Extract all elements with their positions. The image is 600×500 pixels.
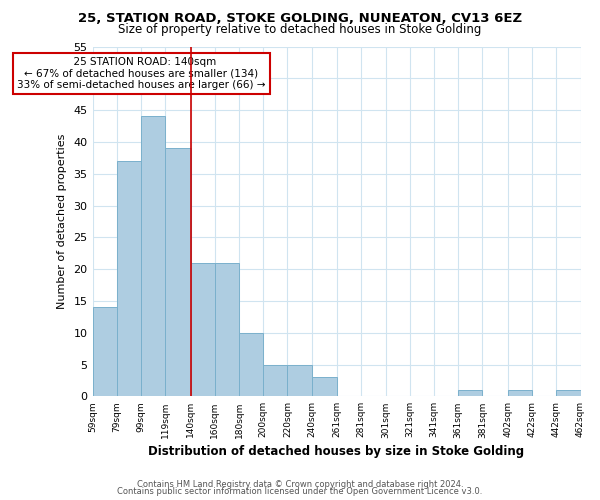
Bar (458, 390, 482, 396)
Bar (556, 390, 581, 396)
Bar (508, 390, 532, 396)
Bar (311, 377, 337, 396)
Text: Contains HM Land Registry data © Crown copyright and database right 2024.: Contains HM Land Registry data © Crown c… (137, 480, 463, 489)
Text: Size of property relative to detached houses in Stoke Golding: Size of property relative to detached ho… (118, 22, 482, 36)
Text: Contains public sector information licensed under the Open Government Licence v3: Contains public sector information licen… (118, 487, 482, 496)
Text: 25, STATION ROAD, STOKE GOLDING, NUNEATON, CV13 6EZ: 25, STATION ROAD, STOKE GOLDING, NUNEATO… (78, 12, 522, 26)
Bar (215, 263, 239, 396)
Bar (92, 308, 117, 396)
Y-axis label: Number of detached properties: Number of detached properties (56, 134, 67, 309)
Bar (239, 332, 263, 396)
Bar (141, 116, 165, 396)
Bar (263, 364, 287, 396)
Bar (117, 161, 141, 396)
Bar (191, 263, 215, 396)
X-axis label: Distribution of detached houses by size in Stoke Golding: Distribution of detached houses by size … (148, 444, 524, 458)
Bar (165, 148, 191, 396)
Text: 25 STATION ROAD: 140sqm
← 67% of detached houses are smaller (134)
33% of semi-d: 25 STATION ROAD: 140sqm ← 67% of detache… (17, 57, 266, 90)
Bar (287, 364, 311, 396)
